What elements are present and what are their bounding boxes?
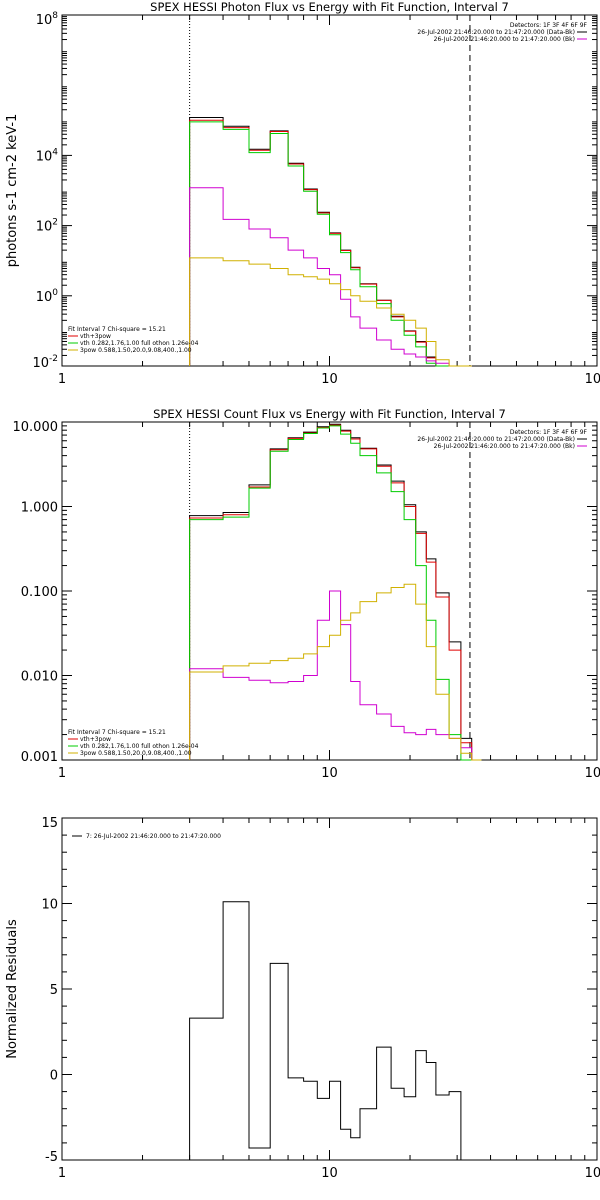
legend-bottom-entry: vth+3pow xyxy=(80,333,111,340)
y-tick-label: 0.100 xyxy=(21,585,58,600)
chart-title: SPEX HESSI Count Flux vs Energy with Fit… xyxy=(153,407,506,421)
y-tick-label: -5 xyxy=(45,1150,58,1165)
y-tick-label: 102 xyxy=(36,218,58,235)
y-tick-exponent: 0 xyxy=(52,288,58,298)
series-line-5 xyxy=(189,257,472,367)
plot-frame xyxy=(61,817,598,1161)
series-line-3 xyxy=(189,121,472,367)
legend-fit-entry: Fit Interval 7 Chi-square = 15.21 xyxy=(68,326,166,333)
chart-panel-2: SPEX HESSI Count Flux vs Energy with Fit… xyxy=(13,407,600,781)
x-tick-label: 10 xyxy=(321,766,338,781)
series-line-1 xyxy=(189,117,472,367)
y-tick-exponent: -2 xyxy=(49,354,58,364)
y-tick-label: 5 xyxy=(50,983,58,998)
y-tick-label: 10.000 xyxy=(13,420,59,435)
y-tick-label: 10 xyxy=(41,898,58,913)
y-tick-label: 15 xyxy=(41,816,58,831)
y-tick-label: 0.001 xyxy=(21,750,58,765)
y-tick-base: 10 xyxy=(36,220,53,235)
legend-top-entry: 26-Jul-2002 21:46:20.000 to 21:47:20.000… xyxy=(417,29,575,36)
x-tick-label: 10 xyxy=(321,372,338,387)
series-line-1 xyxy=(189,901,462,1160)
series-line-1 xyxy=(189,423,482,761)
y-tick-exponent: 4 xyxy=(52,147,58,157)
x-tick-label: 10 xyxy=(321,1166,338,1181)
y-tick-exponent: 2 xyxy=(52,218,58,228)
series-line-4 xyxy=(189,187,472,367)
y-tick-base: 10 xyxy=(36,149,53,164)
x-tick-label: 1 xyxy=(58,1166,66,1181)
y-axis-label: Normalized Residuals xyxy=(5,919,20,1059)
y-tick-exponent: 8 xyxy=(52,11,58,21)
legend-top-entry: 26-Jul-2002 21:46:20.000 to 21:47:20.000… xyxy=(434,36,575,43)
y-tick-base: 10 xyxy=(32,356,49,371)
chart-panel-1: SPEX HESSI Photon Flux vs Energy with Fi… xyxy=(5,0,600,387)
legend-bottom-entry: 3pow 0.588,1.50,20.0,9.08,400.,1.00 xyxy=(80,347,192,354)
y-tick-label: 0 xyxy=(50,1069,58,1084)
detectors-label: Detectors: 1F 3F 4F 6F 9F xyxy=(510,429,588,436)
y-tick-label: 104 xyxy=(36,147,59,164)
legend-bottom-entry: vth 0.282,1.76,1.00 full othon 1.26e-04 xyxy=(80,743,199,750)
legend-top-entry: 26-Jul-2002 21:46:20.000 to 21:47:20.000… xyxy=(417,436,575,443)
legend-bottom-entry: vth+3pow xyxy=(80,736,111,743)
legend-bottom-entry: 3pow 0.588,1.50,20.0,9.08,400.,1.00 xyxy=(80,750,192,757)
detectors-label: Detectors: 1F 3F 4F 6F 9F xyxy=(510,22,588,29)
y-tick-label: 108 xyxy=(36,11,59,28)
y-tick-label: 1.000 xyxy=(21,501,58,516)
x-tick-label: 100 xyxy=(585,372,600,387)
series-line-2 xyxy=(189,119,472,367)
y-tick-base: 10 xyxy=(36,290,53,305)
chart-title: SPEX HESSI Photon Flux vs Energy with Fi… xyxy=(150,0,509,14)
series-line-4 xyxy=(189,590,473,760)
y-tick-label: 100 xyxy=(36,288,59,305)
x-tick-label: 1 xyxy=(58,372,66,387)
legend-entry: 7: 26-Jul-2002 21:46:20.000 to 21:47:20.… xyxy=(86,833,221,840)
y-tick-label: 0.010 xyxy=(21,670,58,685)
x-tick-label: 100 xyxy=(585,1166,600,1181)
y-axis-label: photons s-1 cm-2 keV-1 xyxy=(5,114,20,268)
chart-panel-3: 1 10 100 -5 0 5 10 15 Normalized Residuals 7: 26-… xyxy=(5,816,600,1181)
plot-frame xyxy=(61,14,598,367)
legend-top-entry: 26-Jul-2002 21:46:20.000 to 21:47:20.000… xyxy=(434,443,575,450)
x-tick-label: 1 xyxy=(58,766,66,781)
x-tick-label: 100 xyxy=(585,766,600,781)
y-tick-base: 10 xyxy=(36,13,53,28)
series-line-5 xyxy=(189,583,482,761)
legend-fit-entry: Fit Interval 7 Chi-square = 15.21 xyxy=(68,729,166,736)
y-tick-label: 10-2 xyxy=(32,354,58,371)
legend-bottom-entry: vth 0.282,1.76,1.00 full othon 1.26e-04 xyxy=(80,340,199,347)
